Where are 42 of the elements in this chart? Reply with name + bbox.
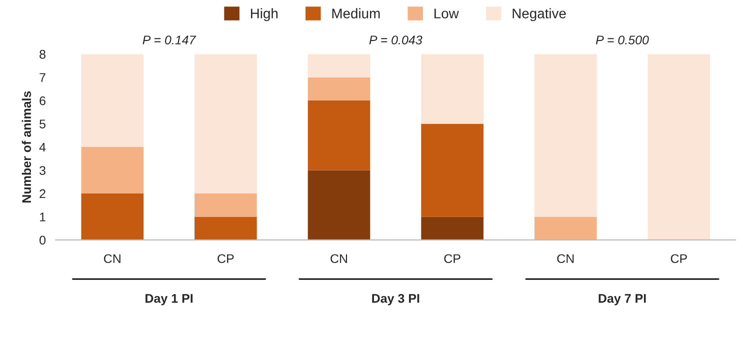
legend-label: High xyxy=(250,8,278,22)
bar xyxy=(648,54,710,240)
legend-label: Medium xyxy=(332,8,380,18)
bar xyxy=(194,54,257,194)
y-axis-title: Number of animals xyxy=(22,91,32,202)
y-tick-label: 6 xyxy=(40,96,46,106)
text: Day 7 PI xyxy=(598,294,646,306)
legend-label: Low xyxy=(434,8,459,18)
bar xyxy=(81,54,144,148)
x-tick-label: CN xyxy=(557,254,574,264)
bar xyxy=(308,100,370,170)
y-tick-label: 8 xyxy=(40,50,46,59)
bar xyxy=(194,216,257,240)
y-tick-label: 3 xyxy=(40,166,46,175)
x-tick-label: CN xyxy=(104,254,120,264)
bar xyxy=(421,124,484,217)
text: P = 0.043 xyxy=(369,36,422,44)
bar xyxy=(421,216,484,240)
x-tick-label: CP xyxy=(444,254,460,264)
bar xyxy=(534,54,597,217)
bar xyxy=(308,77,370,101)
y-tick-label: 4 xyxy=(39,142,46,152)
bar xyxy=(421,54,484,124)
x-tick-label: CP xyxy=(218,254,234,264)
y-tick-label: 0 xyxy=(40,236,46,245)
x-tick-label: CP xyxy=(670,254,687,264)
bar xyxy=(308,170,370,240)
bar xyxy=(534,216,597,240)
bar xyxy=(81,147,144,194)
legend-label: Negative xyxy=(512,8,566,22)
y-tick-label: 5 xyxy=(40,120,46,128)
text: Day 3 PI xyxy=(372,294,420,306)
x-tick-label: CN xyxy=(330,254,347,264)
text: P = 0.500 xyxy=(596,36,649,44)
y-tick-label: 7 xyxy=(40,73,46,82)
bar xyxy=(81,194,144,240)
text: Day 1 PI xyxy=(146,294,193,306)
bar xyxy=(308,54,370,78)
y-tick-label: 1 xyxy=(40,212,46,222)
text: P = 0.147 xyxy=(142,36,196,44)
y-tick-label: 2 xyxy=(40,189,46,198)
bar xyxy=(194,194,257,217)
